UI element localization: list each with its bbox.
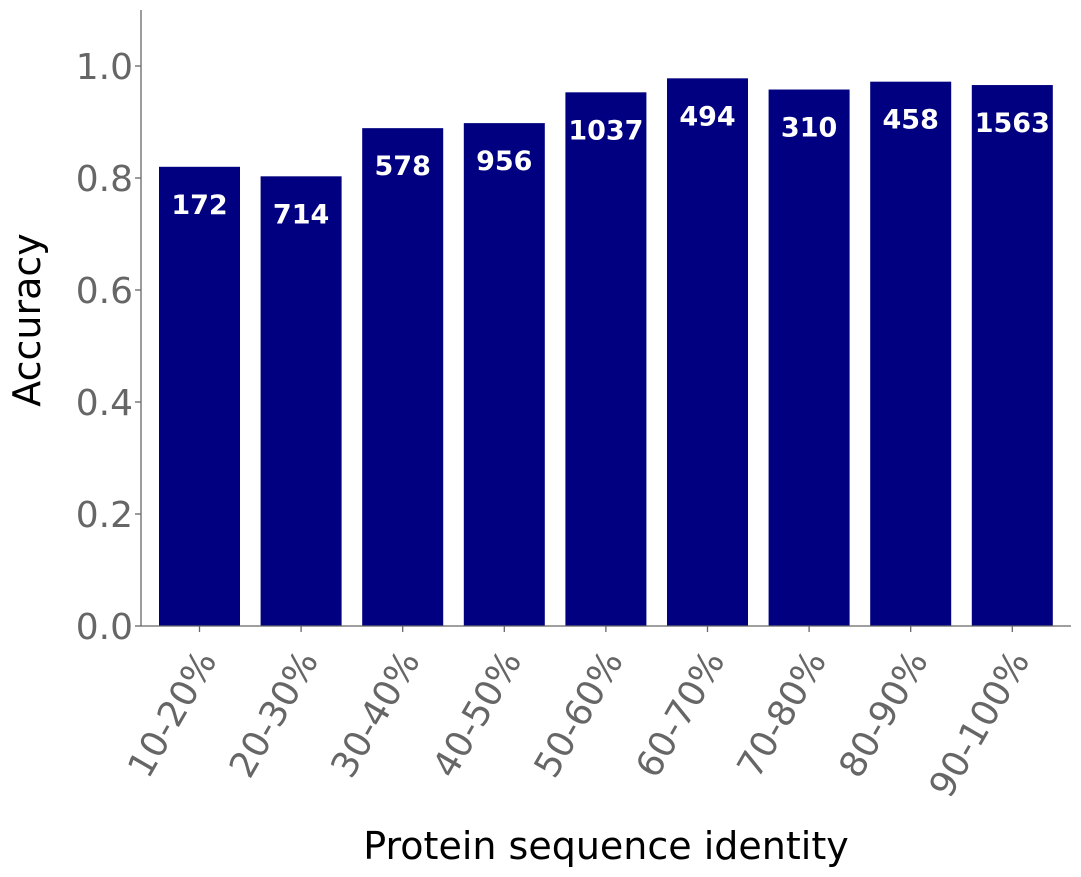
bar-value-label: 494 [679, 101, 735, 132]
bar-value-label: 458 [883, 105, 939, 136]
x-tick-label: 10-20% [120, 644, 225, 785]
y-tick-label: 0.8 [76, 159, 133, 200]
x-axis-ticks: 10-20%20-30%30-40%40-50%50-60%60-70%70-8… [120, 626, 1038, 805]
bar [463, 123, 545, 627]
bar [870, 81, 952, 627]
y-axis-title: Accuracy [5, 233, 49, 407]
bar-value-label: 1563 [975, 108, 1050, 139]
bar-value-label: 578 [375, 151, 431, 182]
x-tick-label: 50-60% [527, 644, 632, 785]
y-tick-label: 1.0 [76, 47, 133, 88]
x-tick-label: 70-80% [730, 644, 835, 785]
x-tick-label: 30-40% [324, 644, 429, 785]
y-tick-label: 0.4 [76, 383, 133, 424]
x-axis-title: Protein sequence identity [363, 824, 848, 868]
bars-group [159, 78, 1053, 627]
bar-value-label: 1037 [568, 115, 643, 146]
y-tick-label: 0.0 [76, 607, 133, 648]
x-tick-label: 20-30% [222, 644, 327, 785]
bar [971, 85, 1053, 627]
bar-value-label: 310 [781, 113, 837, 144]
bar-labels-group: 172 714 578 956 1037 494 310 458 1563 [171, 101, 1050, 230]
bar-value-label: 714 [273, 199, 329, 230]
y-axis-ticks: 0.0 0.2 0.4 0.6 0.8 1.0 [76, 47, 141, 648]
bar-value-label: 956 [476, 146, 532, 177]
bar-value-label: 172 [171, 190, 227, 221]
y-tick-label: 0.6 [76, 271, 133, 312]
bar [159, 166, 240, 627]
bar [667, 78, 748, 626]
bar [565, 92, 647, 626]
bar [260, 176, 342, 626]
x-tick-label: 60-70% [628, 644, 733, 785]
x-tick-label: 40-50% [425, 644, 530, 785]
bar [362, 128, 444, 626]
x-tick-label: 90-100% [922, 644, 1038, 805]
x-tick-label: 80-90% [832, 644, 937, 785]
y-tick-label: 0.2 [76, 495, 133, 536]
bar [768, 89, 850, 626]
